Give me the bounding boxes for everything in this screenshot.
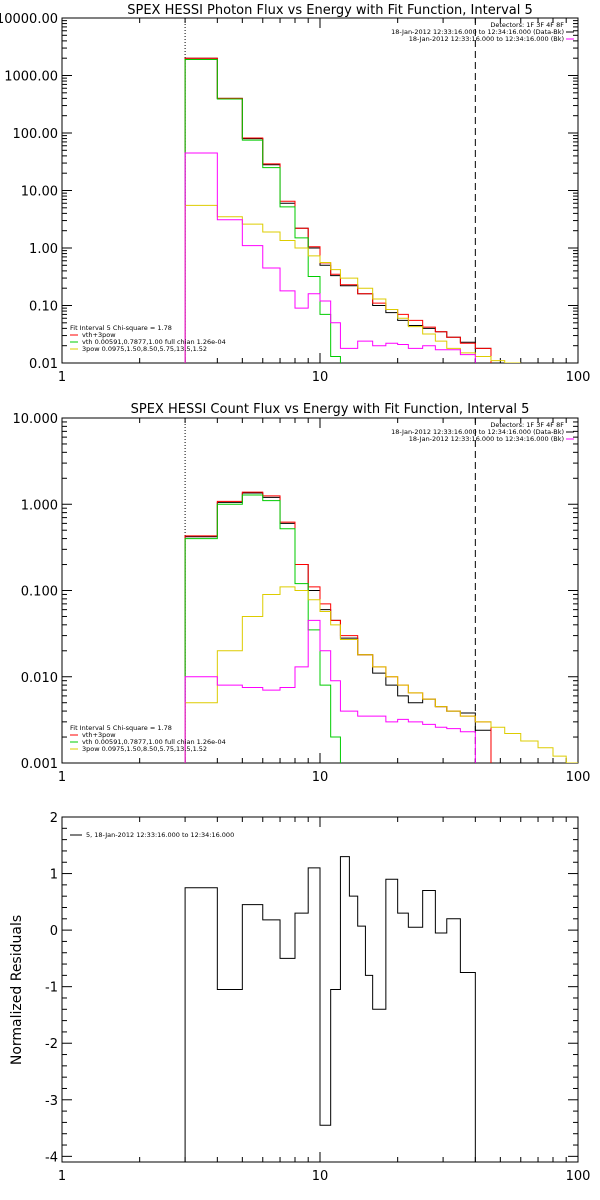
legend-entry: vth+3pow xyxy=(82,731,116,739)
header-line: 18-Jan-2012 12:33:16.000 to 12:34:16.000… xyxy=(409,435,564,443)
x-tick-label: 100 xyxy=(566,1169,591,1184)
x-tick-label: 10 xyxy=(312,1169,329,1184)
x-tick-label: 100 xyxy=(566,370,591,385)
series-vth-line xyxy=(184,58,341,363)
series-data-line xyxy=(184,57,492,363)
series--bk--line xyxy=(184,619,476,763)
header-line: 18-Jan-2012 12:33:16.000 to 12:34:16.000… xyxy=(391,428,564,436)
series-vth-3pow-line xyxy=(184,491,492,763)
header-line: Detectors: 1F 3F 4F 8F xyxy=(490,421,564,429)
y-tick-label: -2 xyxy=(45,1037,58,1052)
y-tick-label: -4 xyxy=(45,1150,58,1165)
series-vth-3pow-line xyxy=(184,57,492,363)
legend-entry: vth 0.00591,0.7877,1.00 full chian 1.26e… xyxy=(82,338,226,346)
y-tick-label: 0.10 xyxy=(29,300,58,315)
header-line: 18-Jan-2012 12:33:16.000 to 12:34:16.000… xyxy=(391,28,564,36)
legend-entry: Fit Interval 5 Chi-square = 1.78 xyxy=(70,724,172,732)
legend-entry: vth+3pow xyxy=(82,331,116,339)
x-tick-label: 10 xyxy=(312,770,329,785)
legend-entry: Fit Interval 5 Chi-square = 1.78 xyxy=(70,324,172,332)
header-line: 18-Jan-2012 12:33:16.000 to 12:34:16.000… xyxy=(409,35,564,43)
y-tick-label: 0 xyxy=(50,924,58,939)
series-3pow-line xyxy=(184,586,578,763)
y-tick-label: 10.000 xyxy=(13,412,59,427)
series-data-line xyxy=(184,492,492,763)
x-tick-label: 10 xyxy=(312,370,329,385)
photon-flux-panel: SPEX HESSI Photon Flux vs Energy with Fi… xyxy=(0,3,590,385)
legend-entry: 3pow 0.0975,1.50,8.50,5.75,13.5,1.52 xyxy=(82,345,207,353)
y-tick-label: 1.00 xyxy=(29,242,58,257)
y-tick-label: 1000.00 xyxy=(4,70,58,85)
y-tick-label: 1 xyxy=(50,868,58,883)
series-vth-line xyxy=(184,494,341,763)
count-flux-panel: SPEX HESSI Count Flux vs Energy with Fit… xyxy=(13,402,591,785)
series-5-18-jan-2012-12-33-16-000-to-12-34-16-000-line xyxy=(184,856,476,1162)
y-tick-label: 0.010 xyxy=(21,671,58,686)
residuals-panel: Normalized Residuals 1 10 100 -4 -3 -2 -1 0 1 2 5… xyxy=(9,811,590,1184)
y-tick-label: 2 xyxy=(50,811,58,826)
series--bk--line xyxy=(184,152,476,363)
x-tick-label: 100 xyxy=(566,770,591,785)
series-3pow-line xyxy=(184,204,521,363)
count-flux-title: SPEX HESSI Count Flux vs Energy with Fit… xyxy=(131,402,530,417)
y-tick-label: 1.000 xyxy=(21,498,58,513)
y-tick-label: 0.01 xyxy=(29,357,58,372)
y-tick-label: 100.00 xyxy=(13,127,59,142)
y-tick-label: 0.100 xyxy=(21,585,58,600)
x-tick-label: 1 xyxy=(58,370,66,385)
legend-entry: 3pow 0.0975,1.50,8.50,5.75,13.5,1.52 xyxy=(82,745,207,753)
legend-entry: vth 0.00591,0.7877,1.00 full chian 1.26e… xyxy=(82,738,226,746)
x-tick-label: 1 xyxy=(58,1169,66,1184)
header-line: Detectors: 1F 3F 4F 8F xyxy=(490,21,564,29)
x-tick-label: 1 xyxy=(58,770,66,785)
photon-flux-title: SPEX HESSI Photon Flux vs Energy with Fi… xyxy=(127,3,533,18)
y-tick-label: 0.001 xyxy=(21,757,58,772)
legend-entry: 5, 18-Jan-2012 12:33:16.000 to 12:34:16.… xyxy=(86,831,234,839)
residuals-y-axis-label: Normalized Residuals xyxy=(9,915,25,1065)
y-tick-label: -3 xyxy=(45,1094,58,1109)
y-tick-label: 10.00 xyxy=(21,185,58,200)
y-tick-label: 10000.00 xyxy=(0,12,58,27)
y-tick-label: -1 xyxy=(45,981,58,996)
